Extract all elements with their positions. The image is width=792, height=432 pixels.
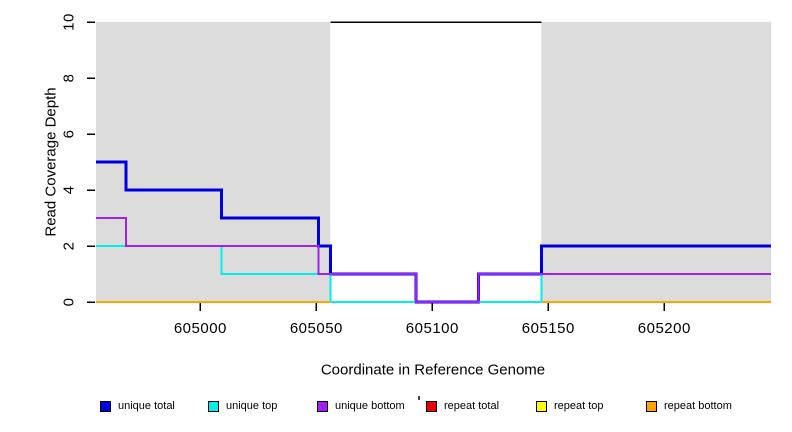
y-tick-label: 2 [60,241,78,251]
legend-swatch-icon [317,400,328,412]
legend-label: unique top [226,400,278,412]
x-axis-title: Coordinate in Reference Genome [320,361,546,379]
x-tick-label: 605200 [637,320,691,337]
x-tick-label: 605100 [405,320,459,337]
legend-label: unique total [118,400,175,412]
x-tick-label: 605150 [521,320,575,337]
legend-label: repeat top [554,400,604,412]
legend-swatch-icon [646,400,657,412]
series-unique-bottom [96,217,771,303]
legend-item-repeat-top: repeat top [536,400,604,412]
legend-item-unique-bottom: unique bottom [317,400,405,412]
legend-item-repeat-total: repeat total [426,400,499,412]
repeat-region-shading [541,22,771,302]
y-tick-label: 8 [60,73,78,83]
y-axis-title: Read Coverage Depth [42,87,60,237]
legend-swatch-icon [536,400,547,412]
legend-swatch-icon [100,400,111,412]
stray-mark [418,396,420,400]
legend-swatch-icon [426,400,437,412]
y-tick-label: 6 [60,129,78,139]
legend-item-repeat-bottom: repeat bottom [646,400,732,412]
legend-item-unique-top: unique top [208,400,277,412]
legend-label: unique bottom [335,400,405,412]
repeat-region-shading [96,22,331,302]
y-tick-label: 10 [60,13,78,31]
series-unique-top [96,245,771,303]
legend-swatch-icon [208,400,219,412]
legend-item-unique-total: unique total [100,400,175,412]
legend-label: repeat bottom [664,400,732,412]
x-tick-label: 605000 [173,320,227,337]
y-tick-label: 0 [60,297,78,307]
legend-label: repeat total [444,400,500,412]
x-tick-label: 605050 [289,320,343,337]
y-tick-label: 4 [60,185,78,195]
